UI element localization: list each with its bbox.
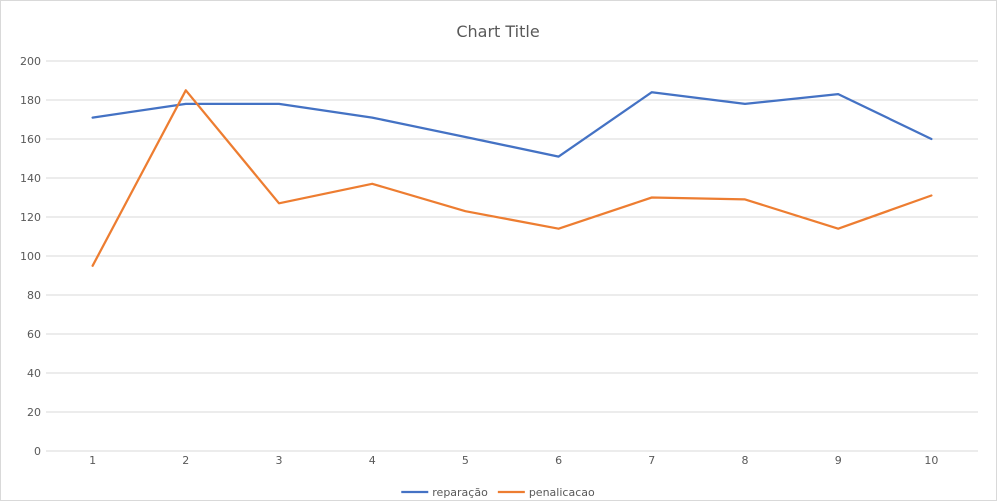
x-tick-label: 7 [648,454,655,467]
x-tick-label: 5 [462,454,469,467]
y-tick-label: 20 [27,406,41,419]
y-tick-label: 180 [20,94,41,107]
gridlines [46,60,978,452]
series-line-2[interactable] [91,89,933,267]
y-tick-label: 200 [20,55,41,68]
x-tick-label: 8 [742,454,749,467]
y-tick-label: 0 [34,445,41,458]
y-tick-label: 80 [27,289,41,302]
x-tick-label: 2 [182,454,189,467]
x-tick-label: 10 [924,454,938,467]
y-tick-label: 60 [27,328,41,341]
x-tick-label: 4 [369,454,376,467]
y-tick-label: 40 [27,367,41,380]
y-tick-label: 160 [20,133,41,146]
x-tick-label: 6 [555,454,562,467]
y-tick-label: 100 [20,250,41,263]
x-axis-tick-labels: 1 2 3 4 5 6 7 8 9 10 [89,454,938,467]
legend-label: penalicacao [529,486,595,499]
series-line-1[interactable] [91,91,933,158]
y-tick-label: 140 [20,172,41,185]
y-tick-label: 120 [20,211,41,224]
x-tick-label: 9 [835,454,842,467]
legend-label: reparação [432,486,488,499]
x-tick-label: 3 [276,454,283,467]
y-axis-tick-labels: 0 20 40 60 80 100 120 140 160 180 200 [20,55,41,458]
series-lines [91,89,933,267]
legend[interactable]: reparação penalicacao [401,486,595,499]
chart-title: Chart Title [456,22,539,41]
x-tick-label: 1 [89,454,96,467]
